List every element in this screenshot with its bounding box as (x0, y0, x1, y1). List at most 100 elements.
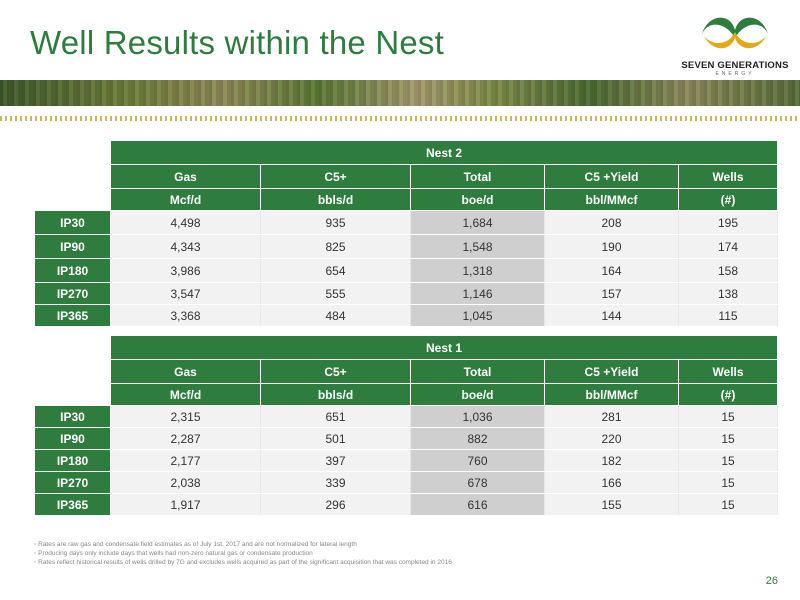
table-cell: 1,036 (410, 405, 545, 428)
footnote: Producing days only include days that we… (34, 549, 452, 558)
logo-emblem-icon (702, 17, 768, 49)
decorative-stripe (0, 116, 800, 121)
landscape-banner (0, 80, 800, 106)
table-cell: 825 (260, 234, 411, 259)
table-cell: 3,368 (110, 304, 261, 327)
table-cell: 2,177 (110, 449, 261, 472)
row-label: IP365 (34, 304, 111, 327)
table-cell: 166 (544, 471, 679, 494)
page-number: 26 (765, 575, 778, 587)
table-cell: 555 (260, 282, 411, 305)
row-label: IP30 (34, 210, 111, 235)
table-row: IP90 2,287 501 882 220 15 (34, 427, 778, 450)
logo-name: SEVEN GENERATIONS (681, 60, 789, 71)
table-cell: 2,287 (110, 427, 261, 450)
column-header: C5 +Yield (544, 359, 679, 384)
table-cell: 882 (410, 427, 545, 450)
table-cell: 678 (410, 471, 545, 494)
table-cell: 144 (544, 304, 679, 327)
table-cell: 760 (410, 449, 545, 472)
table-cell: 1,045 (410, 304, 545, 327)
table-cell: 115 (678, 304, 778, 327)
unit-header: boe/d (410, 188, 545, 211)
logo-subtitle: ENERGY (715, 71, 755, 77)
row-label: IP270 (34, 282, 111, 305)
table-cell: 157 (544, 282, 679, 305)
table-cell: 15 (678, 449, 778, 472)
table-cell: 1,146 (410, 282, 545, 305)
table-cell: 164 (544, 258, 679, 283)
unit-header: bbl/MMcf (544, 383, 679, 406)
table-cell: 281 (544, 405, 679, 428)
table-cell: 2,315 (110, 405, 261, 428)
table-cell: 3,986 (110, 258, 261, 283)
footnote: Rates are raw gas and condensate field e… (34, 540, 452, 549)
unit-header: bbls/d (260, 188, 411, 211)
column-header: C5 +Yield (544, 164, 679, 189)
table-cell: 1,318 (410, 258, 545, 283)
table-row: IP365 1,917 296 616 155 15 (34, 493, 778, 516)
table-cell: 654 (260, 258, 411, 283)
table-cell: 190 (544, 234, 679, 259)
footnote: Rates reflect historical results of well… (34, 558, 452, 567)
unit-header: boe/d (410, 383, 545, 406)
column-header: Wells (678, 359, 778, 384)
table-cell: 155 (544, 493, 679, 516)
row-label: IP365 (34, 493, 111, 516)
slide-title: Well Results within the Nest (30, 24, 444, 61)
table-row: IP365 3,368 484 1,045 144 115 (34, 304, 778, 327)
table-cell: 174 (678, 234, 778, 259)
table-row: IP180 2,177 397 760 182 15 (34, 449, 778, 472)
table-cell: 1,548 (410, 234, 545, 259)
table-title: Nest 2 (110, 140, 778, 165)
table-row: IP90 4,343 825 1,548 190 174 (34, 234, 778, 259)
column-header: Gas (110, 164, 261, 189)
column-header: Gas (110, 359, 261, 384)
table-cell: 1,917 (110, 493, 261, 516)
company-logo: SEVEN GENERATIONS ENERGY (680, 8, 790, 78)
column-header: Total (410, 359, 545, 384)
row-label: IP90 (34, 234, 111, 259)
table-cell: 4,498 (110, 210, 261, 235)
table-cell: 158 (678, 258, 778, 283)
table-cell: 397 (260, 449, 411, 472)
table-cell: 935 (260, 210, 411, 235)
table-cell: 3,547 (110, 282, 261, 305)
table-cell: 651 (260, 405, 411, 428)
unit-header: bbls/d (260, 383, 411, 406)
table-cell: 138 (678, 282, 778, 305)
table-cell: 339 (260, 471, 411, 494)
unit-header: Mcf/d (110, 188, 261, 211)
column-header: C5+ (260, 359, 411, 384)
unit-header: (#) (678, 383, 778, 406)
table-row: IP30 4,498 935 1,684 208 195 (34, 210, 778, 235)
unit-header: bbl/MMcf (544, 188, 679, 211)
table-row: IP30 2,315 651 1,036 281 15 (34, 405, 778, 428)
row-label: IP270 (34, 471, 111, 494)
unit-header: (#) (678, 188, 778, 211)
table-cell: 15 (678, 427, 778, 450)
table-row: IP270 3,547 555 1,146 157 138 (34, 282, 778, 305)
table-cell: 15 (678, 471, 778, 494)
table-cell: 220 (544, 427, 679, 450)
row-label: IP180 (34, 449, 111, 472)
row-label: IP30 (34, 405, 111, 428)
table-row: IP270 2,038 339 678 166 15 (34, 471, 778, 494)
table-cell: 484 (260, 304, 411, 327)
table-cell: 616 (410, 493, 545, 516)
table-cell: 15 (678, 493, 778, 516)
table-cell: 4,343 (110, 234, 261, 259)
table-cell: 296 (260, 493, 411, 516)
table-cell: 208 (544, 210, 679, 235)
unit-header: Mcf/d (110, 383, 261, 406)
row-label: IP90 (34, 427, 111, 450)
nest1-table: Nest 1 Gas C5+ Total C5 +Yield Wells Mcf… (34, 335, 778, 516)
table-row: IP180 3,986 654 1,318 164 158 (34, 258, 778, 283)
column-header: Total (410, 164, 545, 189)
footnotes: Rates are raw gas and condensate field e… (34, 540, 452, 567)
table-cell: 2,038 (110, 471, 261, 494)
table-cell: 195 (678, 210, 778, 235)
column-header: Wells (678, 164, 778, 189)
table-title: Nest 1 (110, 335, 778, 360)
column-header: C5+ (260, 164, 411, 189)
